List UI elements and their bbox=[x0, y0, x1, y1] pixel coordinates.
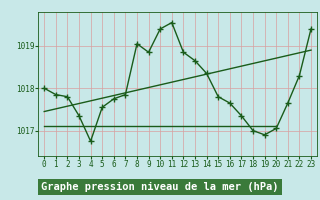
Text: Graphe pression niveau de la mer (hPa): Graphe pression niveau de la mer (hPa) bbox=[41, 182, 279, 192]
